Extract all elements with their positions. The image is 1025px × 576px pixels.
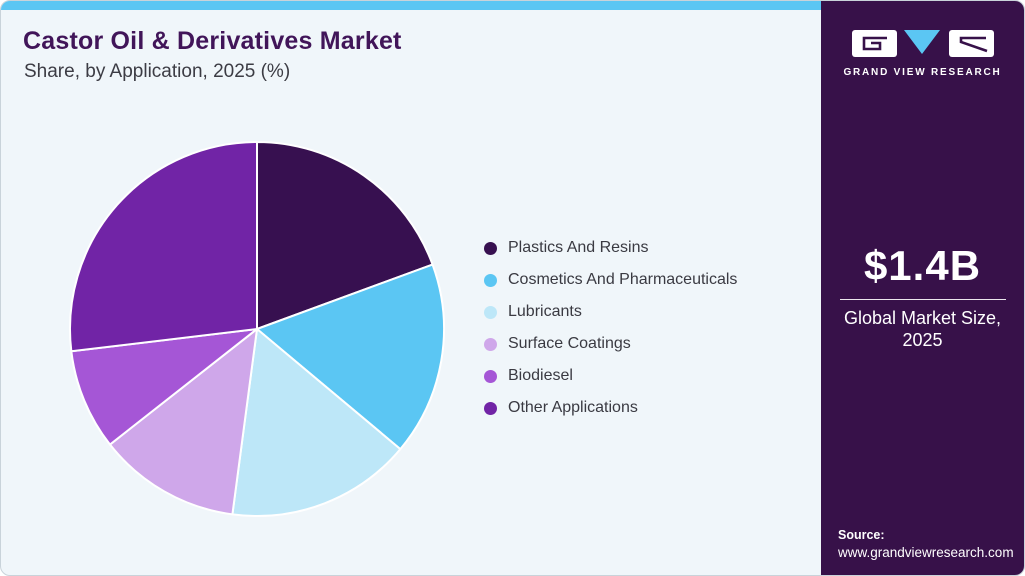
legend-swatch-icon	[484, 337, 497, 351]
legend-swatch-icon	[484, 305, 497, 319]
logo-v-triangle-icon	[903, 30, 940, 54]
legend-item: Biodiesel	[484, 366, 737, 386]
logo-wordmark: GRAND VIEW RESEARCH	[843, 67, 1002, 78]
pie-chart	[68, 141, 445, 517]
pie-slice-4	[70, 328, 258, 446]
top-accent-bar	[1, 1, 823, 10]
legend-label: Other Applications	[508, 399, 638, 416]
logo-r-box	[948, 30, 994, 57]
divider	[839, 299, 1006, 300]
legend-item: Other Applications	[484, 398, 737, 418]
legend-label: Surface Coatings	[508, 335, 631, 352]
page-title: Castor Oil & Derivatives Market	[23, 27, 402, 55]
legend-label: Biodiesel	[508, 367, 573, 384]
legend: Plastics And Resins Cosmetics And Pharmac…	[484, 238, 737, 418]
logo-g-glyph	[862, 36, 887, 51]
gvr-logo-icon	[851, 30, 994, 57]
logo-r-glyph	[959, 36, 987, 53]
market-size-caption: Global Market Size, 2025	[843, 308, 1002, 350]
source-url: www.grandviewresearch.com	[838, 545, 1014, 560]
legend-swatch-icon	[484, 369, 497, 383]
legend-label: Lubricants	[508, 303, 582, 320]
legend-item: Surface Coatings	[484, 334, 737, 354]
sidebar: GRAND VIEW RESEARCH $1.4B Global Market …	[821, 1, 1024, 575]
legend-item: Lubricants	[484, 302, 737, 322]
source-label: Source:	[838, 528, 885, 542]
source-block: Source: www.grandviewresearch.com	[838, 528, 1014, 560]
pie-slice-3	[108, 328, 258, 516]
legend-swatch-icon	[484, 241, 497, 255]
legend-swatch-icon	[484, 401, 497, 415]
legend-label: Cosmetics And Pharmaceuticals	[508, 271, 738, 288]
pie-slice-5	[68, 141, 258, 353]
pie-slice-2	[231, 328, 402, 517]
legend-item: Cosmetics And Pharmaceuticals	[484, 270, 737, 290]
legend-item: Plastics And Resins	[484, 238, 737, 258]
pie-slice-0	[256, 141, 434, 330]
legend-swatch-icon	[484, 273, 497, 287]
market-size-block: $1.4B Global Market Size, 2025	[821, 242, 1024, 352]
pie-slice-1	[256, 263, 445, 451]
gvr-logo: GRAND VIEW RESEARCH	[821, 29, 1024, 78]
page-subtitle: Share, by Application, 2025 (%)	[24, 61, 291, 82]
legend-label: Plastics And Resins	[508, 239, 649, 256]
market-size-value: $1.4B	[863, 242, 982, 289]
